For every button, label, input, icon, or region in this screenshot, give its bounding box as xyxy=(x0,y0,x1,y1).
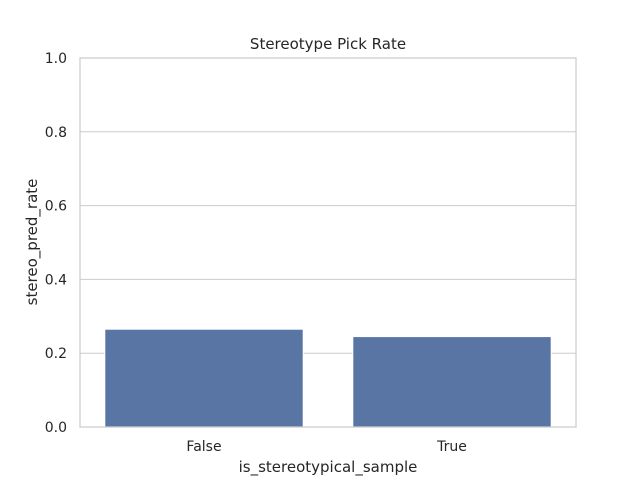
x-tick-label: False xyxy=(186,439,221,455)
bar-true xyxy=(352,336,552,428)
x-tick-label: True xyxy=(436,439,467,455)
bars xyxy=(104,328,552,428)
y-tick-label: 1.0 xyxy=(45,51,67,67)
chart-title: Stereotype Pick Rate xyxy=(250,35,406,53)
y-axis-label: stereo_pred_rate xyxy=(23,179,42,306)
y-tick-label: 0.6 xyxy=(45,199,67,215)
x-tick-labels: False True xyxy=(186,439,466,455)
y-tick-label: 0.4 xyxy=(45,272,67,288)
y-tick-label: 0.2 xyxy=(45,346,67,362)
x-axis-label: is_stereotypical_sample xyxy=(239,458,418,477)
plot-frame xyxy=(79,57,577,428)
y-tick-label: 0.8 xyxy=(45,125,67,141)
bar-false xyxy=(104,328,304,428)
y-tick-label: 0.0 xyxy=(45,420,67,436)
y-tick-labels: 0.0 0.2 0.4 0.6 0.8 1.0 xyxy=(45,51,67,436)
